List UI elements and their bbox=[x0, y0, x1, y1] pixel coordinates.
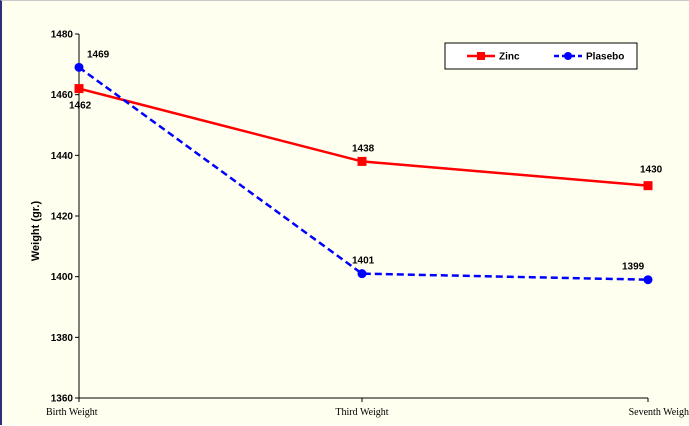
legend: Zinc Plasebo bbox=[444, 42, 638, 70]
legend-marker bbox=[564, 52, 572, 60]
data-point-plasebo bbox=[357, 269, 367, 279]
x-tick-label: Third Weight bbox=[335, 407, 388, 418]
data-point-plasebo bbox=[643, 275, 653, 285]
series-line-zinc bbox=[78, 87, 649, 187]
data-label-plasebo: 1401 bbox=[352, 256, 375, 267]
x-tick-label: Seventh Weigh bbox=[629, 407, 689, 418]
data-label-zinc: 1430 bbox=[640, 165, 663, 176]
legend-label: Plasebo bbox=[586, 52, 624, 63]
x-tick-label: Birth Weight bbox=[46, 407, 98, 418]
y-tick-label: 1420 bbox=[51, 212, 74, 223]
series-line-plasebo bbox=[78, 66, 649, 281]
y-tick-label: 1440 bbox=[51, 151, 74, 162]
legend-label: Zinc bbox=[499, 52, 520, 63]
y-tick-label: 1380 bbox=[51, 333, 74, 344]
y-tick-label: 1480 bbox=[51, 30, 74, 41]
legend-marker bbox=[477, 52, 485, 60]
data-labels: 1462 1438 1430 1469 1401 1399 bbox=[69, 49, 663, 272]
data-label-plasebo: 1399 bbox=[622, 262, 645, 273]
data-point-zinc bbox=[643, 181, 653, 191]
data-label-plasebo: 1469 bbox=[87, 49, 110, 60]
data-point-plasebo bbox=[74, 62, 84, 72]
y-tick-label: 1360 bbox=[51, 394, 74, 405]
y-tick-label: 1460 bbox=[51, 90, 74, 101]
y-tick-label: 1400 bbox=[51, 272, 74, 283]
data-point-zinc bbox=[74, 84, 84, 94]
data-label-zinc: 1438 bbox=[352, 143, 375, 154]
series-layer bbox=[74, 62, 653, 285]
y-axis-title: Weight (gr.) bbox=[30, 201, 42, 262]
data-point-zinc bbox=[357, 156, 367, 166]
data-label-zinc: 1462 bbox=[69, 101, 92, 112]
axes: 1360 1380 1400 1420 1440 1460 1480 Birth Weight… bbox=[46, 30, 689, 419]
